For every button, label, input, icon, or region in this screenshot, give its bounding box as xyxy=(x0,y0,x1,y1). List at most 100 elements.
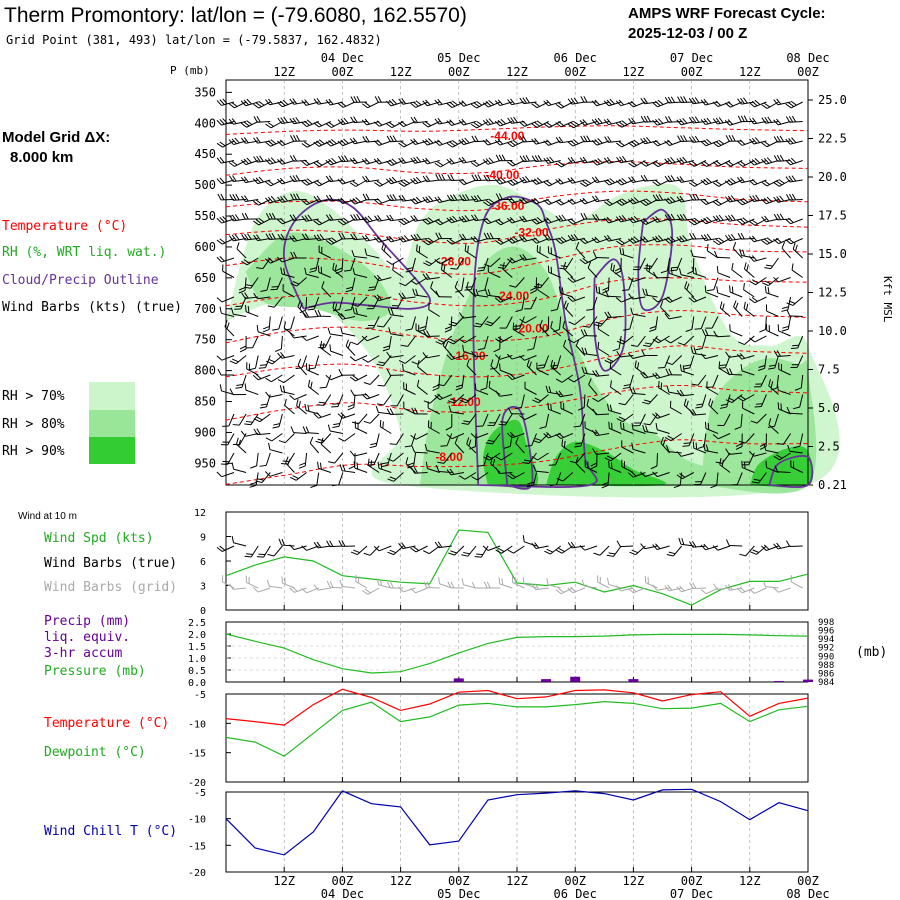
wind-barb xyxy=(484,316,501,327)
wind-barb xyxy=(531,137,549,145)
wind-barb-true xyxy=(688,540,706,548)
wind-barb xyxy=(379,419,392,434)
pressure-tick-label: 800 xyxy=(194,364,216,378)
wind-barb-grid xyxy=(627,586,646,594)
wind-barb xyxy=(778,362,791,376)
wind-barb xyxy=(473,316,489,328)
wind-barb xyxy=(476,413,489,427)
wind-barb xyxy=(700,233,719,241)
wind-barb xyxy=(616,413,634,423)
wind-speed-line xyxy=(225,529,809,606)
wind-barb xyxy=(422,175,440,183)
value-tick-label: -15 xyxy=(188,841,206,852)
wind-barb xyxy=(482,138,501,146)
wind-barb xyxy=(676,472,695,480)
wind-barb xyxy=(664,139,682,146)
legend-rh70-swatch xyxy=(89,382,135,410)
wind-barb xyxy=(761,101,779,109)
wind-barb xyxy=(660,300,670,317)
wind-barb xyxy=(786,406,803,415)
wind-barb-grid xyxy=(676,585,694,593)
wind-barb xyxy=(737,160,755,167)
wind-barb xyxy=(398,98,416,105)
value-tick-label: 2.5 xyxy=(188,618,206,629)
wind-barb xyxy=(690,249,706,259)
wind-barb xyxy=(289,472,307,481)
wind-barb xyxy=(749,450,767,457)
wind-barb xyxy=(719,457,731,473)
wind-barb xyxy=(361,335,380,342)
wind-barb xyxy=(543,121,561,128)
bottom-hour-label: 00Z xyxy=(332,874,354,888)
wind-barb xyxy=(362,175,380,183)
wind-barb xyxy=(289,394,307,401)
wind-barb xyxy=(410,433,428,440)
value-tick-label: 12 xyxy=(194,508,206,519)
wind-barb xyxy=(547,265,561,278)
wind-barb xyxy=(785,137,803,145)
wind-barb xyxy=(466,359,477,376)
wind-barb-true xyxy=(616,540,634,548)
wind-barb xyxy=(349,355,368,362)
wind-barb xyxy=(700,353,719,360)
wind-barb xyxy=(580,96,598,103)
wind-barb xyxy=(669,400,682,415)
wind-barb xyxy=(588,378,598,395)
wind-barb xyxy=(676,176,694,183)
wind-barb xyxy=(708,398,719,415)
wind-barb xyxy=(743,262,755,278)
wind-barb xyxy=(386,135,404,143)
temperature-contour xyxy=(225,190,809,212)
wind-barb xyxy=(619,247,634,259)
wind-barb xyxy=(435,232,452,240)
windchill-label: Wind Chill T (°C) xyxy=(44,824,177,839)
wind-barb xyxy=(282,284,295,298)
wind-barb-true xyxy=(678,537,694,547)
wind-barb xyxy=(494,296,513,303)
wind-barb xyxy=(470,120,489,129)
wind-barb xyxy=(410,466,428,474)
wind-barb xyxy=(302,426,319,434)
wind-barb xyxy=(749,194,767,202)
wind-barb xyxy=(543,99,561,107)
temperature-contour-label: -16.00 xyxy=(451,349,485,363)
wind-barb xyxy=(768,379,779,395)
wind-barb xyxy=(252,373,271,381)
wind-barb xyxy=(301,311,319,318)
wind-barb xyxy=(470,235,489,243)
wind-barb xyxy=(733,300,743,317)
wind-barb xyxy=(390,394,404,407)
wind-barb xyxy=(592,251,610,259)
wind-barb xyxy=(272,316,283,331)
rh90-mid-region xyxy=(546,441,667,487)
wind-barb xyxy=(533,277,549,289)
wind-barb xyxy=(366,296,380,310)
wind-barb xyxy=(458,335,477,344)
wind-barb xyxy=(506,431,525,439)
wind-barb xyxy=(244,383,259,395)
wind-barb xyxy=(350,213,368,221)
wind-barb xyxy=(724,178,743,186)
wind-barb xyxy=(307,379,320,395)
wind-barb xyxy=(337,217,356,226)
pressure-tick-label: 984 xyxy=(818,678,834,688)
wind-barb xyxy=(543,431,561,439)
wind-barb xyxy=(428,302,440,317)
wind-barb xyxy=(377,374,392,387)
wind-barb xyxy=(640,115,658,123)
wind-barb xyxy=(458,472,477,480)
wind-barb xyxy=(777,324,791,337)
wind-barb xyxy=(446,238,465,245)
wind-barb-true xyxy=(461,545,477,557)
wind-barb xyxy=(422,157,440,165)
wind-barb xyxy=(283,321,295,337)
wind-barb xyxy=(495,452,513,461)
wind-barb xyxy=(298,452,308,469)
pressure-tick-label: 650 xyxy=(194,271,216,285)
wind-barb-grid xyxy=(252,586,271,593)
wind-barb xyxy=(749,277,767,286)
wind-barb xyxy=(308,355,320,370)
wind-barb xyxy=(446,140,465,148)
top-hour-label: 00Z xyxy=(797,65,819,79)
